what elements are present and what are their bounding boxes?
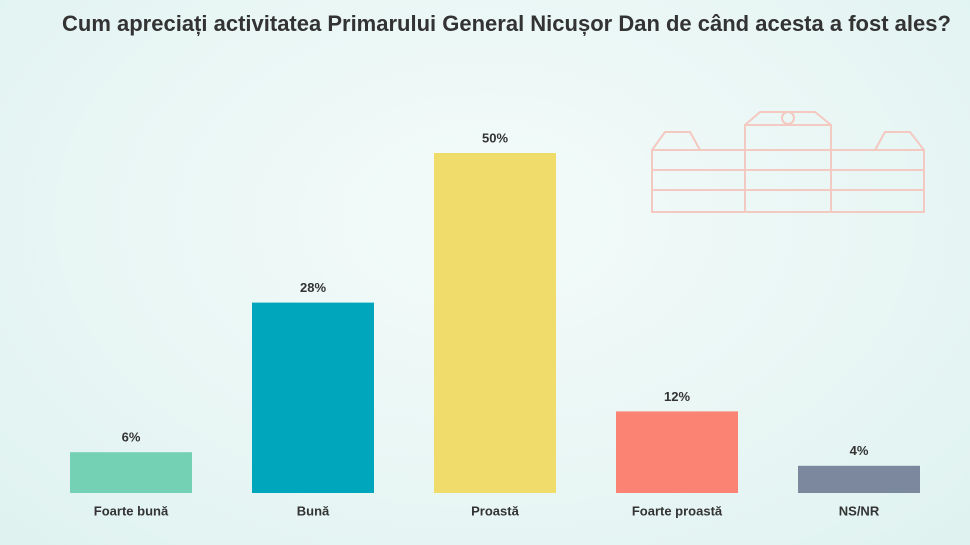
bar	[434, 153, 556, 493]
building-illustration	[651, 111, 925, 213]
value-label: 12%	[664, 389, 690, 404]
value-label: 50%	[482, 130, 508, 145]
bar	[798, 465, 920, 493]
x-tick-label: Foarte bună	[94, 503, 169, 518]
bar	[252, 302, 374, 493]
x-tick-label: Bună	[297, 503, 330, 518]
value-label: 4%	[850, 443, 869, 458]
chart-title: Cum apreciați activitatea Primarului Gen…	[62, 11, 951, 36]
x-tick-label: Foarte proastă	[632, 503, 723, 518]
value-label: 6%	[122, 430, 141, 445]
bar	[616, 411, 738, 493]
value-label: 28%	[300, 280, 326, 295]
x-tick-label: Proastă	[471, 503, 519, 518]
x-tick-label: NS/NR	[839, 503, 880, 518]
bar	[70, 452, 192, 493]
